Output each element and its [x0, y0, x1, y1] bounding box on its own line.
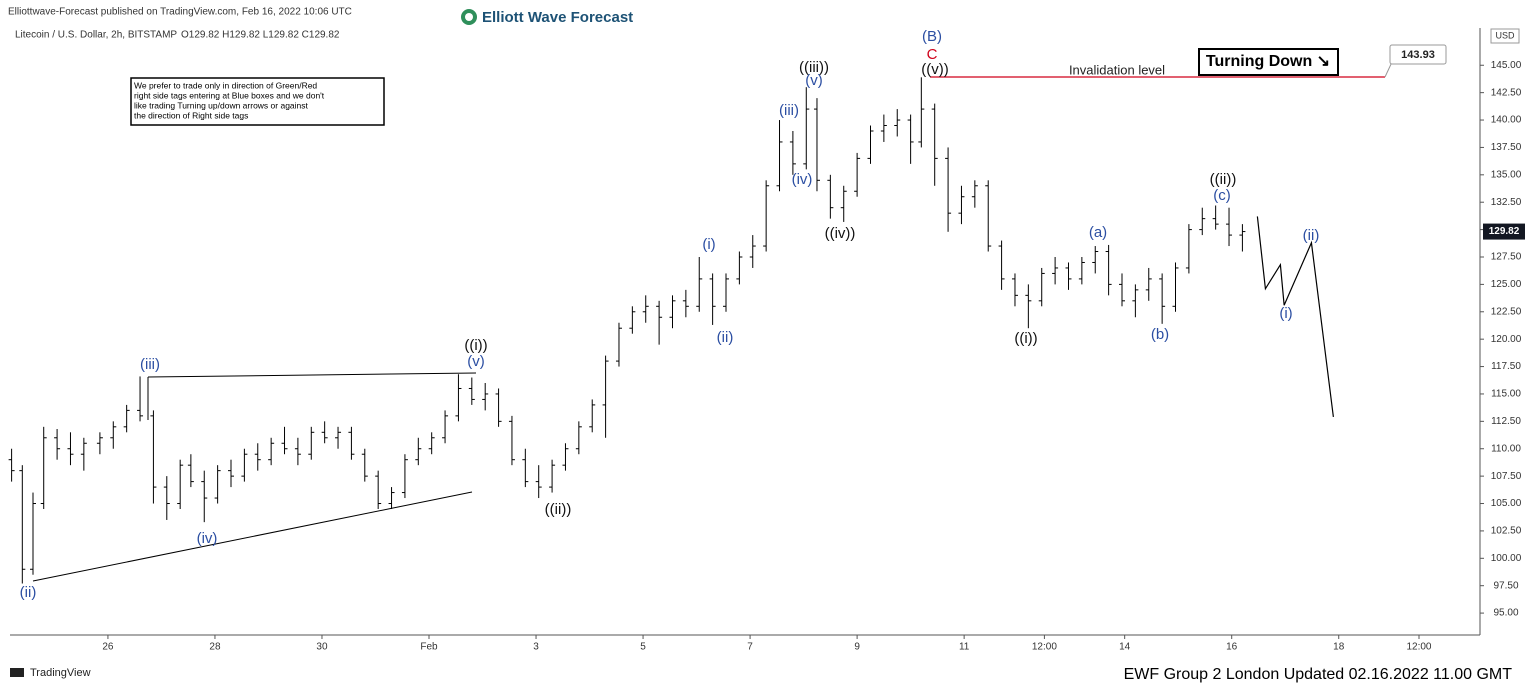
wave-label: (iii) [779, 102, 799, 119]
invalidation-value: 143.93 [1401, 49, 1435, 61]
y-tick-label: 112.50 [1491, 416, 1521, 427]
x-tick-label: 16 [1226, 642, 1238, 653]
brand-logo-inner [465, 13, 473, 21]
y-tick-label: 107.50 [1491, 471, 1522, 482]
x-tick-label: 26 [102, 642, 114, 653]
y-tick-label: 132.50 [1491, 197, 1522, 208]
wave-label: (ii) [717, 329, 734, 346]
wave-label: ((iv)) [825, 225, 856, 242]
signal: Turning Down ↘ [1206, 53, 1330, 70]
y-tick-label: 102.50 [1491, 526, 1522, 537]
currency-box [1490, 28, 1520, 44]
footer: EWF Group 2 London Updated 02.16.2022 11… [1124, 666, 1513, 683]
wave-label: ((i)) [1014, 330, 1037, 347]
wave-label: (ii) [20, 584, 37, 601]
wave-label: (i) [702, 236, 715, 253]
note-line: the direction of Right side tags [134, 110, 248, 120]
y-tick-label: 115.00 [1491, 389, 1521, 400]
wave-label: (ii) [1303, 227, 1320, 244]
y-tick-label: 127.50 [1491, 252, 1522, 263]
x-tick-label: 9 [854, 642, 860, 653]
invalidation-callout [1389, 44, 1447, 65]
x-tick-label: 18 [1333, 642, 1345, 653]
note-box [130, 77, 385, 126]
y-tick-label: 97.50 [1493, 580, 1518, 591]
platform-logo [10, 668, 24, 677]
y-tick-label: 120.00 [1491, 334, 1522, 345]
x-tick-label: 12:00 [1032, 642, 1057, 653]
x-tick-label: 5 [640, 642, 646, 653]
note-line: right side tags entering at Blue boxes a… [134, 90, 325, 100]
trendline [32, 491, 473, 582]
trendline [147, 372, 477, 378]
wave-label: (c) [1213, 187, 1231, 204]
brand: Elliott Wave Forecast [482, 9, 633, 26]
wave-label: ((ii)) [1210, 171, 1237, 188]
x-tick-label: 30 [316, 642, 328, 653]
y-tick-label: 135.00 [1491, 169, 1522, 180]
wave-label: (b) [1151, 326, 1169, 343]
platform: TradingView [30, 667, 91, 679]
callout-connector [1384, 61, 1393, 78]
wave-label: C [927, 46, 938, 63]
x-tick-label: 14 [1119, 642, 1131, 653]
wave-label: (a) [1089, 224, 1107, 241]
wave-label: (iv) [792, 171, 813, 188]
wave-label: ((v)) [921, 61, 948, 78]
y-tick-label: 95.00 [1493, 608, 1518, 619]
symbol: Litecoin / U.S. Dollar, 2h, BITSTAMP [15, 30, 177, 41]
y-tick-label: 140.00 [1491, 115, 1522, 126]
y-tick-label: 117.50 [1491, 361, 1521, 372]
header: Elliottwave-Forecast published on Tradin… [8, 7, 352, 18]
wave-label: (v) [805, 72, 823, 89]
last-price-tag [1483, 223, 1525, 240]
signal-box [1198, 48, 1339, 76]
wave-label: ((iii)) [799, 59, 829, 76]
note-line: like trading Turning up/down arrows or a… [134, 100, 309, 110]
x-tick-label: Feb [420, 642, 438, 653]
x-tick-label: 7 [747, 642, 753, 653]
x-tick-label: 11 [959, 642, 970, 653]
x-tick-label: 3 [533, 642, 539, 653]
invalidation-label: Invalidation level [1069, 62, 1165, 77]
wave-label: (iii) [140, 356, 160, 373]
y-tick-label: 137.50 [1491, 142, 1522, 153]
wave-label: (B) [922, 28, 942, 45]
wave-label: ((ii)) [545, 501, 572, 518]
wave-label: (v) [467, 353, 485, 370]
y-tick-label: 145.00 [1491, 60, 1522, 71]
wave-label: ((i)) [464, 337, 487, 354]
x-tick-label: 28 [209, 642, 221, 653]
y-tick-label: 110.00 [1491, 443, 1521, 454]
y-tick-label: 125.00 [1491, 279, 1522, 290]
wave-label: (iv) [197, 530, 218, 547]
currency: USD [1495, 30, 1515, 40]
projection-path [1256, 216, 1334, 418]
wave-label: (i) [1279, 305, 1292, 322]
y-tick-label: 142.50 [1491, 87, 1522, 98]
x-tick-label: 12:00 [1406, 642, 1431, 653]
y-tick-label: 122.50 [1491, 306, 1522, 317]
ohlc-legend: O129.82 H129.82 L129.82 C129.82 [181, 30, 340, 41]
note-line: We prefer to trade only in direction of … [134, 80, 317, 90]
y-tick-label: 100.00 [1491, 553, 1522, 564]
last-price: 129.82 [1489, 226, 1520, 237]
y-tick-label: 105.00 [1491, 498, 1522, 509]
